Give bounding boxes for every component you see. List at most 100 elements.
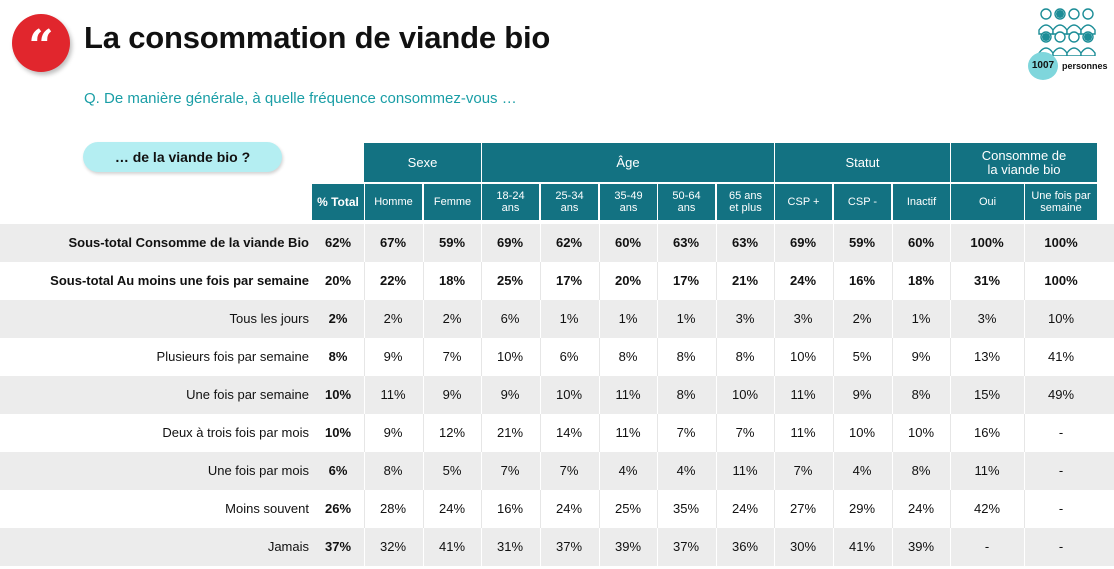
table-cell: 7% xyxy=(793,463,813,478)
table-cell: 62% xyxy=(555,235,583,250)
col-header-inactif: Inactif xyxy=(893,184,950,220)
column-divider xyxy=(364,338,365,376)
column-divider xyxy=(716,490,717,528)
column-divider xyxy=(481,300,482,338)
col-header-65-plus: 65 ans et plus xyxy=(717,184,774,220)
table-cell: 60% xyxy=(907,235,935,250)
column-divider xyxy=(540,224,541,262)
row-label: Jamais xyxy=(267,539,309,554)
table-cell: 8% xyxy=(911,463,931,478)
table-cell: 26% xyxy=(324,501,352,516)
column-divider xyxy=(599,300,600,338)
table-row: Deux à trois fois par mois 10% 9% 12% 21% 14%… xyxy=(0,414,1114,452)
sample-count: 1007 xyxy=(1031,60,1055,71)
table-cell: 37% xyxy=(324,539,352,554)
column-divider xyxy=(833,452,834,490)
row-label: Sous-total Au moins une fois par semaine xyxy=(50,273,309,288)
table-row: Une fois par semaine 10% 11% 9% 9% 10% 11% 8% 10… xyxy=(0,376,1114,414)
table-cell: 24% xyxy=(907,501,935,516)
table-cell: 17% xyxy=(555,273,583,288)
column-divider xyxy=(833,528,834,566)
column-divider xyxy=(833,490,834,528)
column-divider xyxy=(364,452,365,490)
column-divider xyxy=(950,262,951,300)
column-divider xyxy=(774,224,775,262)
table-cell: 62% xyxy=(324,235,352,250)
people-group-icon xyxy=(1038,8,1096,56)
table-cell: 8% xyxy=(911,387,931,402)
column-divider xyxy=(423,224,424,262)
table-cell: - xyxy=(1058,501,1064,516)
table-cell: 36% xyxy=(731,539,759,554)
table-cell: 17% xyxy=(672,273,700,288)
table-cell: 2% xyxy=(852,311,872,326)
table-cell: 24% xyxy=(789,273,817,288)
column-divider xyxy=(657,414,658,452)
column-divider xyxy=(1024,414,1025,452)
table-cell: 9% xyxy=(442,387,462,402)
group-header-statut: Statut xyxy=(775,143,950,182)
column-divider xyxy=(657,452,658,490)
column-divider xyxy=(423,338,424,376)
column-divider xyxy=(599,452,600,490)
row-label: Deux à trois fois par mois xyxy=(162,425,309,440)
column-divider xyxy=(716,452,717,490)
column-divider xyxy=(481,452,482,490)
column-divider xyxy=(657,490,658,528)
table-cell: 1% xyxy=(911,311,931,326)
table-cell: 6% xyxy=(328,463,348,478)
table-cell: 28% xyxy=(379,501,407,516)
column-divider xyxy=(950,338,951,376)
table-cell: 10% xyxy=(907,425,935,440)
column-divider xyxy=(540,262,541,300)
column-divider xyxy=(774,300,775,338)
column-divider xyxy=(364,224,365,262)
table-cell: 4% xyxy=(852,463,872,478)
table-cell: 3% xyxy=(793,311,813,326)
table-cell: 10% xyxy=(324,425,352,440)
column-divider xyxy=(599,262,600,300)
row-label: Plusieurs fois par semaine xyxy=(156,349,309,364)
column-divider xyxy=(716,414,717,452)
column-divider xyxy=(599,338,600,376)
table-cell: 42% xyxy=(973,501,1001,516)
table-cell: 7% xyxy=(442,349,462,364)
column-divider xyxy=(774,490,775,528)
column-divider xyxy=(423,300,424,338)
column-divider xyxy=(1024,262,1025,300)
table-cell: - xyxy=(984,539,990,554)
table-cell: 24% xyxy=(731,501,759,516)
table-cell: 37% xyxy=(555,539,583,554)
table-cell: 9% xyxy=(852,387,872,402)
table-row: Une fois par mois 6% 8% 5% 7% 7% 4% 4% 11% 7% 4% 8%… xyxy=(0,452,1114,490)
table-cell: 31% xyxy=(496,539,524,554)
table-cell: 11% xyxy=(615,387,641,402)
table-cell: 29% xyxy=(848,501,876,516)
group-header-consomme: Consomme de la viande bio xyxy=(951,143,1097,182)
column-divider xyxy=(481,490,482,528)
col-header-50-64: 50-64 ans xyxy=(658,184,715,220)
column-divider xyxy=(364,262,365,300)
sample-badge xyxy=(1028,52,1058,80)
col-header-csp-moins: CSP - xyxy=(834,184,891,220)
quote-logo: “ xyxy=(12,14,70,72)
column-divider xyxy=(892,528,893,566)
table-row: Sous-total Au moins une fois par semaine… xyxy=(0,262,1114,300)
page-title: La consommation de viande bio xyxy=(84,20,551,55)
column-divider xyxy=(892,262,893,300)
column-divider xyxy=(481,338,482,376)
column-divider xyxy=(1024,528,1025,566)
column-divider xyxy=(1024,490,1025,528)
col-header-csp-plus: CSP + xyxy=(775,184,832,220)
group-header-age: Âge xyxy=(482,143,774,182)
column-divider xyxy=(599,376,600,414)
row-label: Une fois par semaine xyxy=(186,387,309,402)
table-cell: 7% xyxy=(559,463,579,478)
column-divider xyxy=(423,414,424,452)
column-divider xyxy=(364,490,365,528)
column-divider xyxy=(716,528,717,566)
col-header-total: % Total xyxy=(312,184,364,220)
table-cell: 9% xyxy=(383,349,403,364)
column-divider xyxy=(540,376,541,414)
table-cell: 20% xyxy=(324,273,352,288)
